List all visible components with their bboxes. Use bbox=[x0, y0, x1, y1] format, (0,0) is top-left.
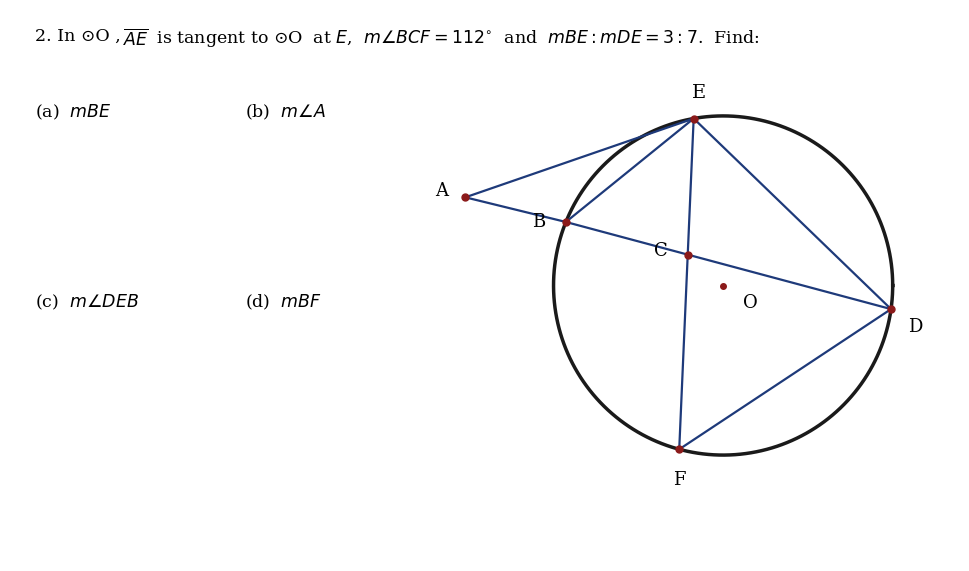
Text: E: E bbox=[692, 83, 705, 102]
Text: $\overline{AE}$: $\overline{AE}$ bbox=[123, 28, 149, 49]
Text: 2. In ⊙O ,: 2. In ⊙O , bbox=[35, 28, 121, 45]
Text: is tangent to ⊙O  at $E$,  $m\angle BCF =112^{\circ}$  and  $mBE :mDE = 3:7$.  F: is tangent to ⊙O at $E$, $m\angle BCF =1… bbox=[151, 28, 760, 49]
Text: F: F bbox=[673, 471, 685, 489]
Text: (b)  $m\angle A$: (b) $m\angle A$ bbox=[245, 103, 326, 122]
Text: C: C bbox=[654, 242, 668, 260]
Text: D: D bbox=[908, 317, 922, 336]
Text: B: B bbox=[532, 213, 546, 231]
Text: O: O bbox=[743, 294, 758, 312]
Text: (a)  $mBE$: (a) $mBE$ bbox=[35, 103, 111, 122]
Text: (d)  $mBF$: (d) $mBF$ bbox=[245, 293, 322, 312]
Text: (c)  $m\angle DEB$: (c) $m\angle DEB$ bbox=[35, 293, 140, 312]
Text: A: A bbox=[435, 182, 449, 199]
